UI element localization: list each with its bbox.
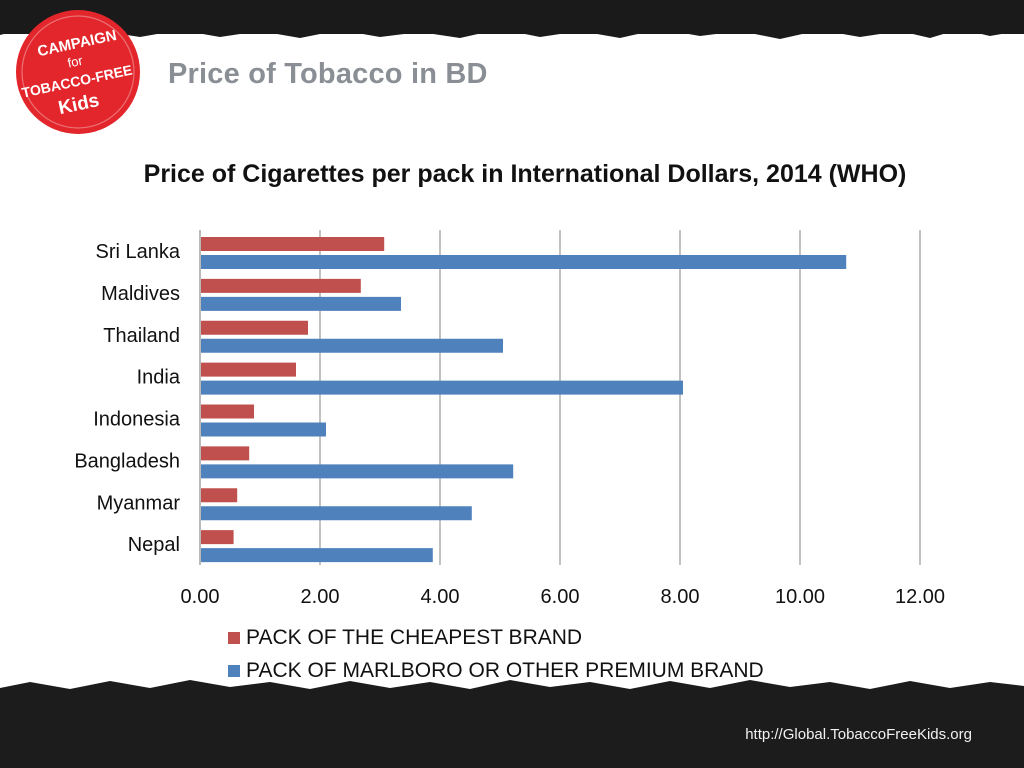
bar-cheapest bbox=[201, 404, 254, 419]
slide-title: Price of Tobacco in BD bbox=[168, 58, 488, 90]
category-label: Indonesia bbox=[93, 409, 181, 431]
bar-premium bbox=[201, 338, 503, 353]
category-label: Sri Lanka bbox=[96, 241, 181, 263]
top-brush-band bbox=[0, 0, 1024, 39]
bar-cheapest bbox=[201, 488, 238, 503]
legend-swatch-premium bbox=[228, 664, 240, 677]
legend-item-premium: PACK OF MARLBORO OR OTHER PREMIUM BRAND bbox=[228, 654, 764, 687]
bar-premium bbox=[201, 506, 472, 521]
chart-title: Price of Cigarettes per pack in Internat… bbox=[143, 160, 907, 188]
bar-premium bbox=[201, 548, 433, 563]
legend-swatch-cheapest bbox=[228, 631, 240, 644]
bar-premium bbox=[201, 422, 326, 437]
bar-cheapest bbox=[201, 237, 385, 251]
x-tick-label: 0.00 bbox=[181, 586, 220, 608]
bar-chart: 0.00 2.00 4.00 6.00 8.00 10.00 12.00 Sri Lanka M… bbox=[74, 230, 945, 608]
category-label: Myanmar bbox=[97, 492, 181, 514]
x-tick-label: 12.00 bbox=[895, 586, 945, 608]
legend-label-cheapest: PACK OF THE CHEAPEST BRAND bbox=[246, 625, 583, 649]
campaign-logo: CAMPAIGN for TOBACCO-FREE Kids bbox=[14, 8, 142, 136]
legend-label-premium: PACK OF MARLBORO OR OTHER PREMIUM BRAND bbox=[246, 658, 764, 682]
footer-url: http://Global.TobaccoFreeKids.org bbox=[745, 726, 972, 743]
x-tick-label: 10.00 bbox=[775, 586, 825, 608]
bar-cheapest bbox=[201, 530, 234, 545]
bar-premium bbox=[201, 296, 401, 311]
svg-text:for: for bbox=[66, 53, 85, 71]
x-tick-label: 6.00 bbox=[541, 586, 580, 608]
x-tick-label: 2.00 bbox=[301, 586, 340, 608]
chart-legend: PACK OF THE CHEAPEST BRAND PACK OF MARLB… bbox=[228, 621, 764, 687]
category-label: India bbox=[137, 367, 181, 389]
bar-premium bbox=[201, 255, 847, 269]
category-label: Maldives bbox=[101, 283, 180, 305]
bar-cheapest bbox=[201, 320, 308, 335]
x-tick-label: 8.00 bbox=[661, 586, 700, 608]
bar-cheapest bbox=[201, 278, 361, 293]
bottom-brush-band bbox=[0, 680, 1024, 768]
bar-premium bbox=[201, 380, 683, 395]
category-label: Nepal bbox=[128, 534, 180, 556]
legend-item-cheapest: PACK OF THE CHEAPEST BRAND bbox=[228, 621, 764, 654]
category-label: Thailand bbox=[103, 325, 180, 347]
bar-cheapest bbox=[201, 362, 296, 377]
bar-cheapest bbox=[201, 446, 250, 461]
x-tick-label: 4.00 bbox=[421, 586, 460, 608]
bar-premium bbox=[201, 464, 514, 479]
category-label: Bangladesh bbox=[74, 450, 180, 472]
